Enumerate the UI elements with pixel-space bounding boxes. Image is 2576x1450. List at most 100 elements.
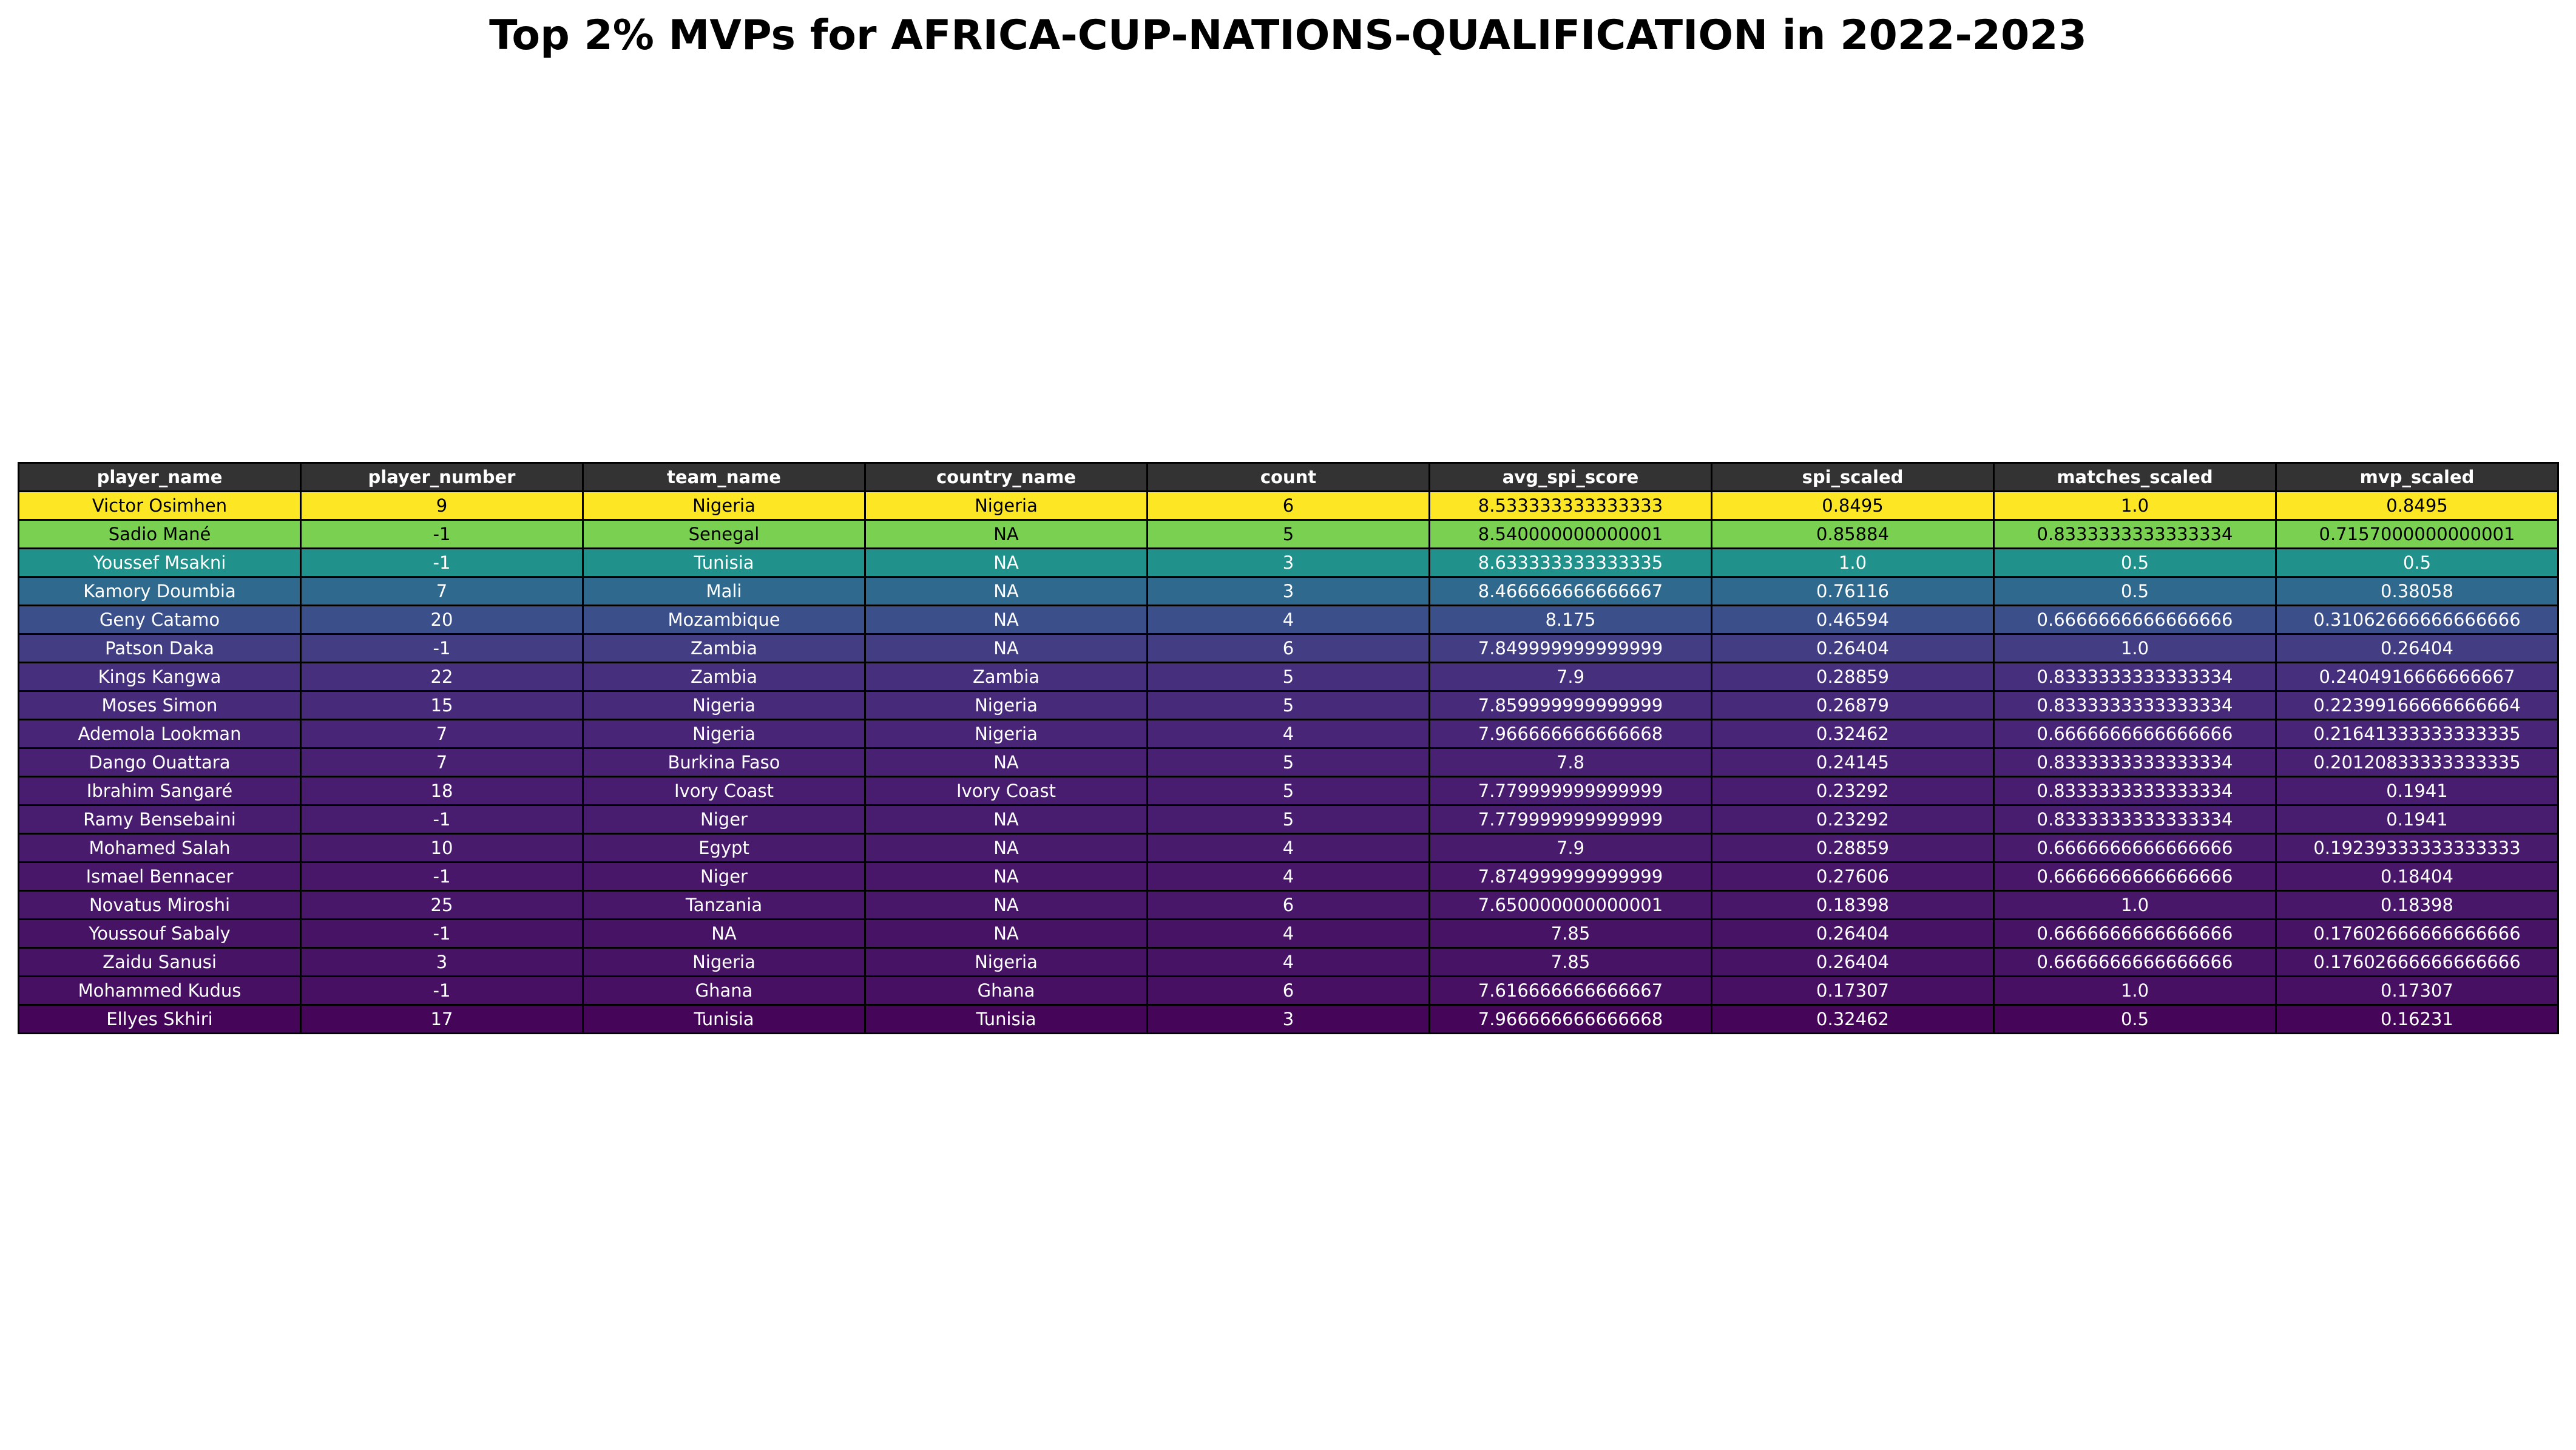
- table-cell-count: 5: [1146, 747, 1430, 778]
- table-cell-avg-spi-score: 8.466666666666667: [1428, 576, 1712, 606]
- table-cell-mvp-scaled: 0.17602666666666666: [2275, 947, 2559, 977]
- table-cell-player-number: -1: [300, 633, 584, 663]
- table-cell-country-name: NA: [864, 519, 1148, 549]
- table-cell-team-name: Ivory Coast: [582, 776, 866, 806]
- column-header-player-name: player_name: [18, 462, 302, 492]
- table-cell-avg-spi-score: 8.533333333333333: [1428, 490, 1712, 521]
- table-cell-spi-scaled: 0.32462: [1711, 719, 1995, 749]
- table-cell-team-name: Senegal: [582, 519, 866, 549]
- table-cell-country-name: NA: [864, 547, 1148, 578]
- table-cell-player-name: Ramy Bensebaini: [18, 804, 302, 835]
- column-header-team-name: team_name: [582, 462, 866, 492]
- table-cell-spi-scaled: 0.76116: [1711, 576, 1995, 606]
- table-cell-country-name: NA: [864, 890, 1148, 920]
- table-cell-team-name: NA: [582, 918, 866, 949]
- table-cell-team-name: Mali: [582, 576, 866, 606]
- column-header-player-number: player_number: [300, 462, 584, 492]
- table-cell-spi-scaled: 0.18398: [1711, 890, 1995, 920]
- table-cell-mvp-scaled: 0.38058: [2275, 576, 2559, 606]
- table-cell-team-name: Zambia: [582, 662, 866, 692]
- table-cell-count: 5: [1146, 690, 1430, 720]
- table-cell-matches-scaled: 0.8333333333333334: [1993, 804, 2277, 835]
- table-cell-team-name: Tunisia: [582, 547, 866, 578]
- table-cell-count: 6: [1146, 633, 1430, 663]
- table-cell-count: 6: [1146, 490, 1430, 521]
- table-cell-spi-scaled: 0.23292: [1711, 776, 1995, 806]
- table-cell-player-name: Kamory Doumbia: [18, 576, 302, 606]
- table-row: Ademola Lookman 7 Nigeria Nigeria 4 7.9666666…: [18, 719, 2559, 749]
- table-cell-player-number: 15: [300, 690, 584, 720]
- table-cell-matches-scaled: 0.6666666666666666: [1993, 833, 2277, 863]
- table-cell-matches-scaled: 0.5: [1993, 547, 2277, 578]
- table-cell-country-name: Nigeria: [864, 490, 1148, 521]
- table-cell-spi-scaled: 0.26404: [1711, 947, 1995, 977]
- table-cell-avg-spi-score: 7.874999999999999: [1428, 861, 1712, 892]
- table-cell-avg-spi-score: 7.966666666666668: [1428, 719, 1712, 749]
- table-cell-player-name: Ismael Bennacer: [18, 861, 302, 892]
- table-row: Kamory Doumbia 7 Mali NA 3 8.466666666666667 0…: [18, 576, 2559, 606]
- table-cell-country-name: NA: [864, 747, 1148, 778]
- table-row: Kings Kangwa 22 Zambia Zambia 5 7.9 0.28859 0.8…: [18, 662, 2559, 692]
- table-row: Youssef Msakni -1 Tunisia NA 3 8.633333333333…: [18, 547, 2559, 578]
- table-cell-country-name: NA: [864, 605, 1148, 635]
- table-row: Youssouf Sabaly -1 NA NA 4 7.85 0.26404 0.66666…: [18, 918, 2559, 949]
- table-cell-player-name: Ellyes Skhiri: [18, 1004, 302, 1034]
- mvp-table: player_name player_number team_name country…: [18, 462, 2559, 1034]
- table-cell-country-name: NA: [864, 633, 1148, 663]
- table-cell-matches-scaled: 1.0: [1993, 890, 2277, 920]
- table-cell-player-name: Kings Kangwa: [18, 662, 302, 692]
- table-cell-mvp-scaled: 0.19239333333333333: [2275, 833, 2559, 863]
- table-row: Novatus Miroshi 25 Tanzania NA 6 7.6500000000…: [18, 890, 2559, 920]
- table-cell-country-name: NA: [864, 918, 1148, 949]
- table-cell-count: 5: [1146, 519, 1430, 549]
- table-cell-count: 3: [1146, 1004, 1430, 1034]
- table-cell-player-number: -1: [300, 547, 584, 578]
- column-header-spi-scaled: spi_scaled: [1711, 462, 1995, 492]
- table-cell-country-name: Nigeria: [864, 719, 1148, 749]
- column-header-avg-spi-score: avg_spi_score: [1428, 462, 1712, 492]
- table-cell-mvp-scaled: 0.26404: [2275, 633, 2559, 663]
- table-cell-count: 4: [1146, 833, 1430, 863]
- table-cell-spi-scaled: 0.26879: [1711, 690, 1995, 720]
- table-row: Ellyes Skhiri 17 Tunisia Tunisia 3 7.96666666…: [18, 1004, 2559, 1034]
- table-cell-avg-spi-score: 7.9: [1428, 833, 1712, 863]
- table-row: Ismael Bennacer -1 Niger NA 4 7.8749999999999…: [18, 861, 2559, 892]
- table-cell-avg-spi-score: 7.966666666666668: [1428, 1004, 1712, 1034]
- table-cell-player-name: Youssef Msakni: [18, 547, 302, 578]
- table-cell-avg-spi-score: 7.779999999999999: [1428, 776, 1712, 806]
- table-cell-country-name: Nigeria: [864, 947, 1148, 977]
- table-cell-player-name: Ademola Lookman: [18, 719, 302, 749]
- table-cell-player-name: Dango Ouattara: [18, 747, 302, 778]
- table-cell-player-name: Youssouf Sabaly: [18, 918, 302, 949]
- table-cell-player-number: 22: [300, 662, 584, 692]
- table-cell-matches-scaled: 0.8333333333333334: [1993, 519, 2277, 549]
- table-cell-player-number: 7: [300, 576, 584, 606]
- table-row: Sadio Mané -1 Senegal NA 5 8.540000000000001 0…: [18, 519, 2559, 549]
- table-cell-spi-scaled: 0.24145: [1711, 747, 1995, 778]
- table-cell-mvp-scaled: 0.1941: [2275, 804, 2559, 835]
- chart-title: Top 2% MVPs for AFRICA-CUP-NATIONS-QUALI…: [489, 12, 2087, 59]
- table-cell-player-name: Ibrahim Sangaré: [18, 776, 302, 806]
- table-row: Patson Daka -1 Zambia NA 6 7.849999999999999 0…: [18, 633, 2559, 663]
- table-cell-country-name: NA: [864, 833, 1148, 863]
- table-cell-player-number: 7: [300, 719, 584, 749]
- table-cell-spi-scaled: 1.0: [1711, 547, 1995, 578]
- table-cell-country-name: Zambia: [864, 662, 1148, 692]
- table-row: Ibrahim Sangaré 18 Ivory Coast Ivory Coast 5…: [18, 776, 2559, 806]
- table-cell-mvp-scaled: 0.17602666666666666: [2275, 918, 2559, 949]
- table-cell-count: 3: [1146, 576, 1430, 606]
- table-cell-mvp-scaled: 0.18404: [2275, 861, 2559, 892]
- table-cell-matches-scaled: 0.5: [1993, 1004, 2277, 1034]
- table-cell-mvp-scaled: 0.2404916666666667: [2275, 662, 2559, 692]
- table-cell-team-name: Nigeria: [582, 690, 866, 720]
- table-cell-player-number: 18: [300, 776, 584, 806]
- header-row: player_name player_number team_name country…: [18, 462, 2559, 492]
- table-cell-team-name: Nigeria: [582, 490, 866, 521]
- table-cell-mvp-scaled: 0.5: [2275, 547, 2559, 578]
- table-cell-player-name: Sadio Mané: [18, 519, 302, 549]
- table-row: Mohamed Salah 10 Egypt NA 4 7.9 0.28859 0.66666…: [18, 833, 2559, 863]
- table-row: Victor Osimhen 9 Nigeria Nigeria 6 8.53333333…: [18, 490, 2559, 521]
- table-cell-matches-scaled: 1.0: [1993, 633, 2277, 663]
- table-cell-player-name: Mohammed Kudus: [18, 975, 302, 1006]
- table-cell-country-name: Ghana: [864, 975, 1148, 1006]
